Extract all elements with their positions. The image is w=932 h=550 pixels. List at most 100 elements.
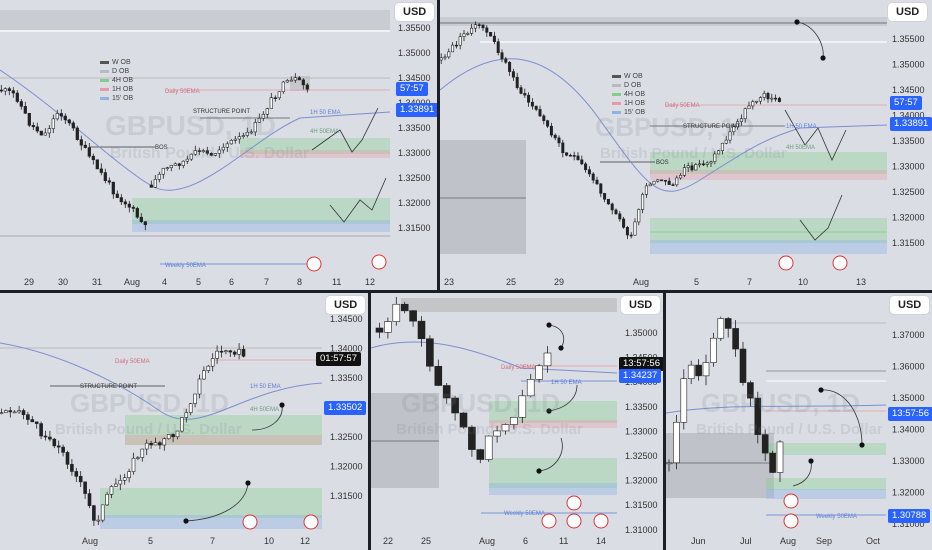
y-tick-label: 1.34500 (892, 85, 925, 95)
candle-body (375, 327, 384, 333)
chart-canvas-3[interactable]: STRUCTURE POINT Daily 50EMA 1H 50 EMA 4H 50… (0, 293, 368, 550)
x-tick-label: 6 (229, 277, 234, 287)
candle-body (663, 179, 667, 182)
currency-label[interactable]: USD (888, 3, 928, 21)
candle-body (115, 193, 119, 198)
candle-body (114, 483, 118, 487)
plot-area (0, 293, 322, 550)
candle-body (484, 435, 493, 460)
legend-swatch (612, 101, 621, 105)
candle-body (751, 101, 755, 107)
candle-body (530, 101, 534, 107)
legend-item: 1H OB (100, 85, 133, 94)
candle-body (468, 426, 476, 450)
legend-swatch (100, 69, 109, 73)
event-icon (242, 514, 258, 530)
candle-body (766, 93, 770, 100)
y-tick-label: 1.34500 (398, 73, 431, 83)
x-tick-label: Aug (479, 536, 495, 546)
candle-body (99, 168, 103, 173)
candle-body (762, 93, 766, 98)
x-tick-label: Jul (740, 536, 752, 546)
candle-body (171, 434, 175, 438)
candle-body (614, 209, 618, 215)
candle-body (504, 58, 508, 63)
price-tag: 13:57:56 (888, 407, 932, 421)
watermark-symbol: GBPUSD, 1D (595, 112, 754, 142)
candle-body (671, 184, 675, 186)
currency-label[interactable]: USD (395, 3, 435, 21)
chart-panel-1[interactable]: STRUCTURE POINT BOS Daily 50EMA 1H 50 EMA 4H… (0, 0, 437, 290)
target-dot (546, 408, 552, 414)
candle-body (496, 41, 500, 53)
candle-body (209, 153, 213, 156)
candle-body (713, 153, 717, 163)
currency-label[interactable]: USD (621, 296, 661, 314)
candle-body (409, 310, 417, 322)
ema-line (371, 341, 618, 374)
ema-line (440, 58, 888, 192)
candle-body (610, 203, 614, 211)
candle-body (591, 173, 595, 181)
ob-legend: W OB D OB 4H OB 1H OB 15' OB (612, 72, 645, 117)
target-dot (794, 19, 800, 25)
legend-item: 15' OB (100, 94, 133, 103)
x-tick-label: Sep (816, 536, 832, 546)
chart-canvas-2[interactable]: STRUCTURE POINT BOS Daily 50EMA 1H 50 EMA 4H… (440, 0, 932, 290)
m15-ob-zone (766, 489, 886, 499)
x-tick-label: 31 (92, 277, 102, 287)
candle-body (39, 130, 43, 136)
candle-body (177, 163, 181, 166)
price-tag: 13:57:56 (619, 357, 663, 371)
candle-body (228, 350, 233, 353)
candle-body (253, 122, 257, 133)
chart-panel-2[interactable]: STRUCTURE POINT BOS Daily 50EMA 1H 50 EMA 4H… (440, 0, 932, 290)
candle-body (30, 419, 35, 423)
h1-50ema-label: 1H 50 EMA (250, 384, 281, 390)
candle-body (546, 120, 550, 127)
candle-body (755, 100, 759, 103)
chart-canvas-5[interactable]: Weekly 50EMA 1.37000 1.36000 1.35000 1.34000… (666, 293, 932, 550)
x-tick-label: Aug (124, 277, 140, 287)
chart-canvas-1[interactable]: STRUCTURE POINT BOS Daily 50EMA 1H 50 EMA 4H… (0, 0, 437, 290)
legend-swatch (612, 83, 621, 87)
candle-body (709, 161, 713, 164)
candle-body (584, 163, 588, 171)
candle-body (281, 81, 285, 93)
candle-body (21, 410, 26, 416)
watermark-symbol: GBPUSD, 1D (701, 388, 860, 418)
candle-body (87, 493, 92, 506)
legend-swatch (100, 87, 109, 91)
candle-body (206, 365, 211, 371)
candle-body (92, 505, 96, 521)
currency-label[interactable]: USD (326, 296, 366, 314)
candle-body (277, 91, 281, 99)
candle-body (648, 183, 652, 187)
candle-body (131, 457, 136, 472)
chart-panel-4[interactable]: Daily 50EMA 1H 50 EMA Weekly 50EMA 1.35000 1… (371, 293, 663, 550)
x-tick-label: 13 (856, 277, 866, 287)
y-tick-label: 1.35000 (625, 328, 658, 338)
y-tick-label: 1.32000 (892, 488, 925, 498)
target-dot (820, 55, 826, 61)
y-tick-label: 1.33000 (892, 456, 925, 466)
weekly-ob-zone (440, 17, 887, 26)
legend-swatch (100, 96, 109, 100)
y-tick-label: 1.33500 (625, 402, 658, 412)
candle-body (153, 442, 158, 446)
candle-body (215, 350, 219, 359)
candle-body (47, 128, 51, 134)
chart-canvas-4[interactable]: Daily 50EMA 1H 50 EMA Weekly 50EMA 1.35000 1… (371, 293, 663, 550)
y-tick-label: 1.35500 (398, 23, 431, 33)
legend-label: W OB (112, 59, 131, 66)
x-tick-label: 25 (506, 277, 516, 287)
candle-body (0, 89, 3, 92)
chart-panel-3[interactable]: STRUCTURE POINT Daily 50EMA 1H 50 EMA 4H 50… (0, 293, 368, 550)
chart-panel-5[interactable]: Weekly 50EMA 1.37000 1.36000 1.35000 1.34000… (666, 293, 932, 550)
currency-label[interactable]: USD (890, 296, 930, 314)
y-tick-label: 1.31500 (892, 238, 925, 248)
x-tick-label: 4 (162, 277, 167, 287)
daily-ob-zone (0, 10, 390, 30)
candle-body (12, 411, 17, 414)
candle-body (673, 421, 680, 464)
